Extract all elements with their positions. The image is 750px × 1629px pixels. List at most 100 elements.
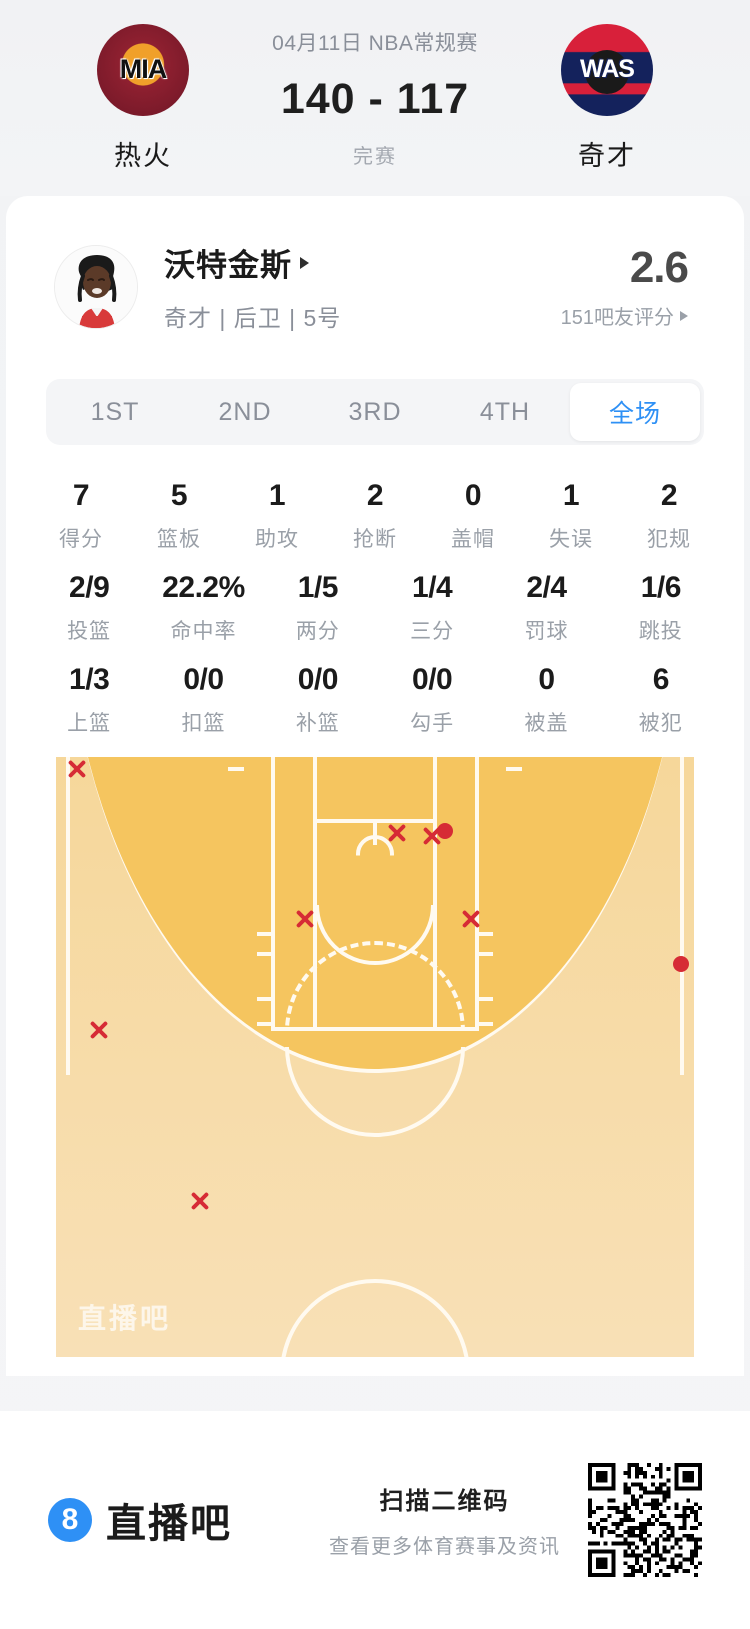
stat-value: 22.2%	[162, 571, 245, 604]
rating-label: 151吧友评分	[560, 307, 674, 329]
stat-label: 盖帽	[451, 528, 495, 551]
stat-value: 2/9	[69, 571, 110, 604]
stat-value: 0/0	[297, 663, 339, 696]
shot-marker-made	[673, 956, 690, 972]
stat-label: 得分	[59, 528, 103, 551]
scoreboard: MIA 热火 04月11日 NBA常规赛 140 - 117 完赛 WAS 奇才	[0, 0, 750, 196]
backboard	[314, 819, 436, 823]
stat-label: 被盖	[524, 712, 569, 735]
stat-rebounds: 5 篮板	[130, 471, 228, 559]
content-card: 沃特金斯 奇才 | 后卫 | 5号 2.6 151吧友评分 1ST 2ND 3R…	[6, 196, 744, 1376]
lane-hash	[477, 932, 494, 936]
stat-value: 1	[268, 479, 286, 512]
brand-badge-icon: 8	[48, 1498, 92, 1542]
stat-label: 三分	[410, 620, 455, 643]
shot-chart-watermark: 直播吧	[78, 1303, 172, 1334]
stat-label: 补篮	[295, 712, 340, 735]
brand[interactable]: 8 直播吧	[48, 1491, 232, 1549]
stat-label: 勾手	[410, 712, 455, 735]
stat-turnovers: 1 失误	[522, 471, 620, 559]
player-identity: 沃特金斯 奇才 | 后卫 | 5号	[164, 240, 561, 333]
tab-1st[interactable]: 1ST	[90, 397, 140, 426]
shot-marker-missed	[88, 1019, 110, 1041]
shot-marker-missed	[66, 758, 88, 780]
stat-value: 0	[538, 663, 555, 696]
paint-inner-lines	[313, 757, 437, 1031]
player-avatar[interactable]	[54, 244, 138, 329]
stat-label: 投篮	[67, 620, 112, 643]
lane-hash	[477, 997, 494, 1001]
stat-putback: 0/0 补篮	[261, 655, 375, 743]
stat-blocks: 0 盖帽	[424, 471, 522, 559]
tab-2nd[interactable]: 2ND	[218, 397, 272, 426]
tab-3rd[interactable]: 3RD	[348, 397, 402, 426]
qr-subtitle: 查看更多体育赛事及资讯	[329, 1536, 560, 1558]
away-team[interactable]: WAS 奇才	[512, 23, 702, 173]
stat-2pt: 1/5 两分	[261, 563, 375, 651]
center-circle	[280, 1279, 470, 1357]
shot-marker-missed	[189, 1190, 211, 1212]
stat-value: 1/6	[640, 571, 682, 604]
away-team-name: 奇才	[578, 140, 636, 171]
stat-fg: 2/9 投篮	[32, 563, 146, 651]
stat-value: 7	[72, 479, 90, 512]
stat-value: 1/5	[297, 571, 339, 604]
stat-value: 0	[464, 479, 482, 512]
stats-row-shot-types: 1/3 上篮 0/0 扣篮 0/0 补篮 0/0 勾手 0 被盖	[32, 655, 718, 743]
chevron-right-small-icon	[680, 310, 688, 321]
qr-code-image[interactable]	[588, 1463, 702, 1577]
match-status: 完赛	[353, 146, 397, 168]
player-name-row[interactable]: 沃特金斯	[164, 240, 561, 285]
lane-hash	[477, 1022, 494, 1026]
rating-value: 2.6	[629, 243, 689, 292]
stat-3pt: 1/4 三分	[375, 563, 489, 651]
stat-value: 2	[660, 479, 678, 512]
home-team-name: 热火	[114, 140, 172, 171]
player-header: 沃特金斯 奇才 | 后卫 | 5号 2.6 151吧友评分	[6, 202, 744, 343]
stat-steals: 2 抢断	[326, 471, 424, 559]
lane-hash	[256, 952, 273, 956]
stat-label: 命中率	[170, 620, 237, 643]
stat-assists: 1 助攻	[228, 471, 326, 559]
stat-label: 失误	[549, 528, 593, 551]
sideline-right	[680, 757, 685, 1075]
away-team-abbr: WAS	[580, 55, 635, 83]
stat-label: 抢断	[353, 528, 397, 551]
lane-hash	[256, 932, 273, 936]
baseline-hash	[505, 767, 522, 771]
stat-label: 篮板	[157, 528, 201, 551]
score-column: 04月11日 NBA常规赛 140 - 117 完赛	[238, 27, 512, 169]
stat-value: 6	[652, 663, 670, 696]
home-team-abbr: MIA	[119, 54, 167, 84]
shot-chart: 直播吧	[56, 757, 694, 1357]
hoop-icon	[356, 835, 394, 856]
brand-text: 直播吧	[106, 1502, 232, 1546]
stat-label: 罚球	[524, 620, 569, 643]
rating-label-row: 151吧友评分	[561, 301, 688, 330]
stat-value: 1	[562, 479, 580, 512]
stat-value: 1/4	[412, 571, 453, 604]
stat-value: 0/0	[183, 663, 224, 696]
tab-4th[interactable]: 4TH	[479, 397, 531, 426]
lane-hash	[477, 952, 494, 956]
stat-label: 被犯	[638, 712, 683, 735]
home-team-logo-icon: MIA	[97, 23, 189, 116]
stat-label: 犯规	[647, 528, 691, 551]
chevron-right-icon	[300, 256, 309, 269]
stat-label: 助攻	[255, 528, 299, 551]
stat-fouls: 2 犯规	[620, 471, 718, 559]
stat-value: 0/0	[412, 663, 453, 696]
home-team[interactable]: MIA 热火	[48, 23, 238, 173]
sideline-left	[65, 757, 70, 1075]
stat-points: 7 得分	[32, 471, 130, 559]
tab-full[interactable]: 全场	[570, 383, 700, 441]
lane-hash	[256, 997, 273, 1001]
stat-label: 扣篮	[181, 712, 226, 735]
player-rating[interactable]: 2.6 151吧友评分	[561, 243, 696, 330]
lane-hash	[256, 1022, 273, 1026]
rim-post	[373, 823, 377, 845]
period-tabs: 1ST 2ND 3RD 4TH 全场	[46, 379, 704, 445]
player-meta: 奇才 | 后卫 | 5号	[164, 305, 342, 331]
qr-copy: 扫描二维码 查看更多体育赛事及资讯	[329, 1481, 560, 1559]
